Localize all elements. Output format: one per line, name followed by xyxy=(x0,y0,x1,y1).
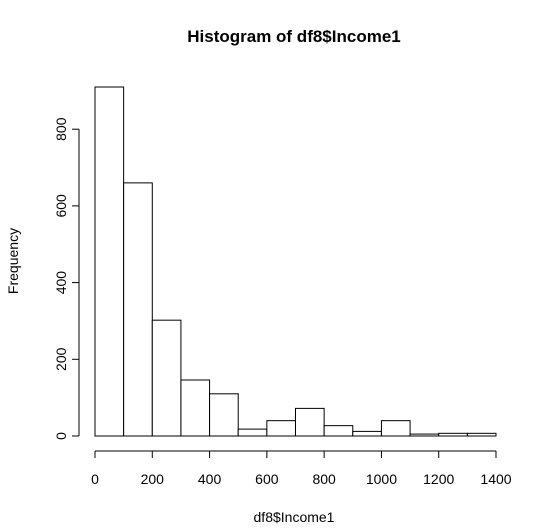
histogram-bar xyxy=(380,420,411,437)
x-tick-label: 1200 xyxy=(423,471,454,487)
histogram-bar xyxy=(209,393,239,437)
histogram-bar xyxy=(466,432,497,437)
y-tick-label: 400 xyxy=(53,271,69,295)
bars-group xyxy=(94,86,497,437)
histogram-bar xyxy=(151,319,182,437)
x-tick-label: 1000 xyxy=(366,471,397,487)
x-tick-label: 200 xyxy=(141,471,165,487)
x-axis: 0 200 400 600 800 1000 1200 1400 xyxy=(91,450,512,487)
x-tick-label: 0 xyxy=(91,471,99,487)
histogram-bar xyxy=(237,428,268,437)
histogram-bar xyxy=(438,432,468,437)
histogram-bar xyxy=(180,379,211,437)
x-tick-label: 600 xyxy=(255,471,279,487)
y-tick-label: 0 xyxy=(53,432,69,440)
histogram-bar xyxy=(352,430,382,437)
histogram-bar xyxy=(94,86,125,437)
histogram-bar xyxy=(295,407,325,437)
y-axis-label: Frequency xyxy=(5,228,21,294)
y-tick-label: 200 xyxy=(53,347,69,371)
x-tick-label: 800 xyxy=(312,471,336,487)
x-tick-label: 400 xyxy=(198,471,222,487)
histogram-bar xyxy=(409,433,440,437)
x-axis-label: df8$Income1 xyxy=(254,509,335,525)
histogram-bar xyxy=(123,182,153,437)
chart-title: Histogram of df8$Income1 xyxy=(187,27,401,46)
x-tick-label: 1400 xyxy=(480,471,511,487)
histogram-bar xyxy=(266,420,297,437)
y-tick-label: 600 xyxy=(53,194,69,218)
y-tick-label: 800 xyxy=(53,117,69,141)
y-axis: 0 200 400 600 800 xyxy=(53,117,80,440)
histogram-bar xyxy=(323,425,354,437)
